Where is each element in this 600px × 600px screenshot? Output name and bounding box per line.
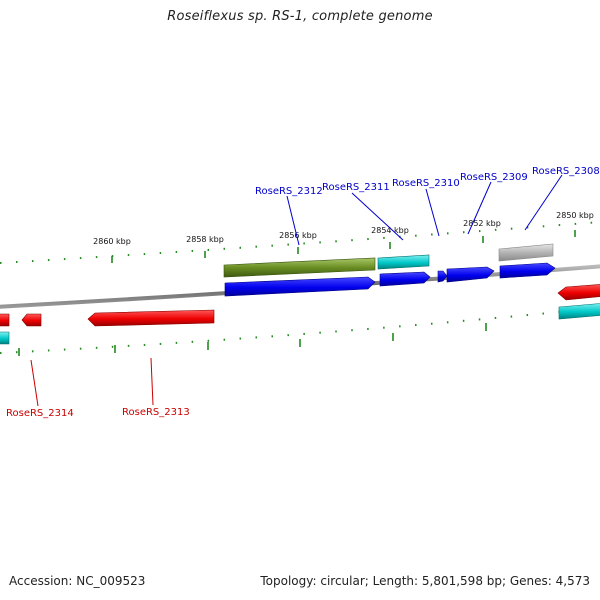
gene-label-RoseRS_2312[interactable]: RoseRS_2312 [255, 186, 323, 197]
cyan-feature-left-edge[interactable] [0, 331, 10, 345]
gene-label-RoseRS_2313[interactable]: RoseRS_2313 [122, 407, 190, 418]
gene-label-RoseRS_2311[interactable]: RoseRS_2311 [322, 182, 390, 193]
gene-label-RoseRS_2314[interactable]: RoseRS_2314 [6, 408, 74, 419]
ruler-label-2856: 2856 kbp [279, 231, 317, 240]
ruler-label-2850: 2850 kbp [556, 211, 594, 220]
genome-summary-text: Topology: circular; Length: 5,801,598 bp… [260, 574, 590, 588]
ruler-label-2852: 2852 kbp [463, 219, 501, 228]
cds-arrow-RoseRS_2312[interactable] [224, 276, 376, 297]
cds-arrow-RoseRS_2308[interactable] [499, 262, 556, 279]
cds-arrow-RoseRS_2314[interactable] [21, 313, 42, 327]
genome-title: Roseiflexus sp. RS-1, complete genome [167, 9, 433, 24]
ruler-label-2854: 2854 kbp [371, 226, 409, 235]
ruler-label-2858: 2858 kbp [186, 235, 224, 244]
gene-label-RoseRS_2309[interactable]: RoseRS_2309 [460, 172, 528, 183]
olive-feature[interactable] [223, 257, 376, 278]
cyan-feature-right-edge[interactable] [558, 303, 600, 320]
inner-tick-track [0, 307, 600, 356]
leader-RoseRS_2310 [425, 188, 440, 237]
cyan-feature-2311[interactable] [377, 254, 430, 270]
cds-arrow-RoseRS_2311[interactable] [379, 271, 431, 287]
outer-tick-track [0, 221, 600, 264]
cds-arrow-RoseRS_2313[interactable] [87, 309, 215, 327]
gene-label-RoseRS_2308[interactable]: RoseRS_2308 [532, 166, 600, 177]
leader-RoseRS_2308 [524, 174, 563, 231]
cds-arrow-RoseRS_2314-end[interactable] [0, 313, 10, 327]
leader-RoseRS_2314 [30, 359, 39, 407]
gray-feature-2308[interactable] [498, 243, 554, 262]
leader-RoseRS_2311 [351, 192, 404, 241]
cds-arrow-right-edge[interactable] [557, 284, 600, 301]
gene-label-RoseRS_2310[interactable]: RoseRS_2310 [392, 178, 460, 189]
cds-arrow-RoseRS_2309[interactable] [446, 266, 495, 283]
leader-RoseRS_2309 [467, 181, 492, 235]
leader-RoseRS_2312 [286, 195, 300, 246]
ruler-label-2860: 2860 kbp [93, 237, 131, 246]
leader-RoseRS_2313 [150, 357, 154, 406]
accession-text: Accession: NC_009523 [9, 574, 146, 588]
cds-arrow-RoseRS_2310[interactable] [437, 270, 448, 283]
